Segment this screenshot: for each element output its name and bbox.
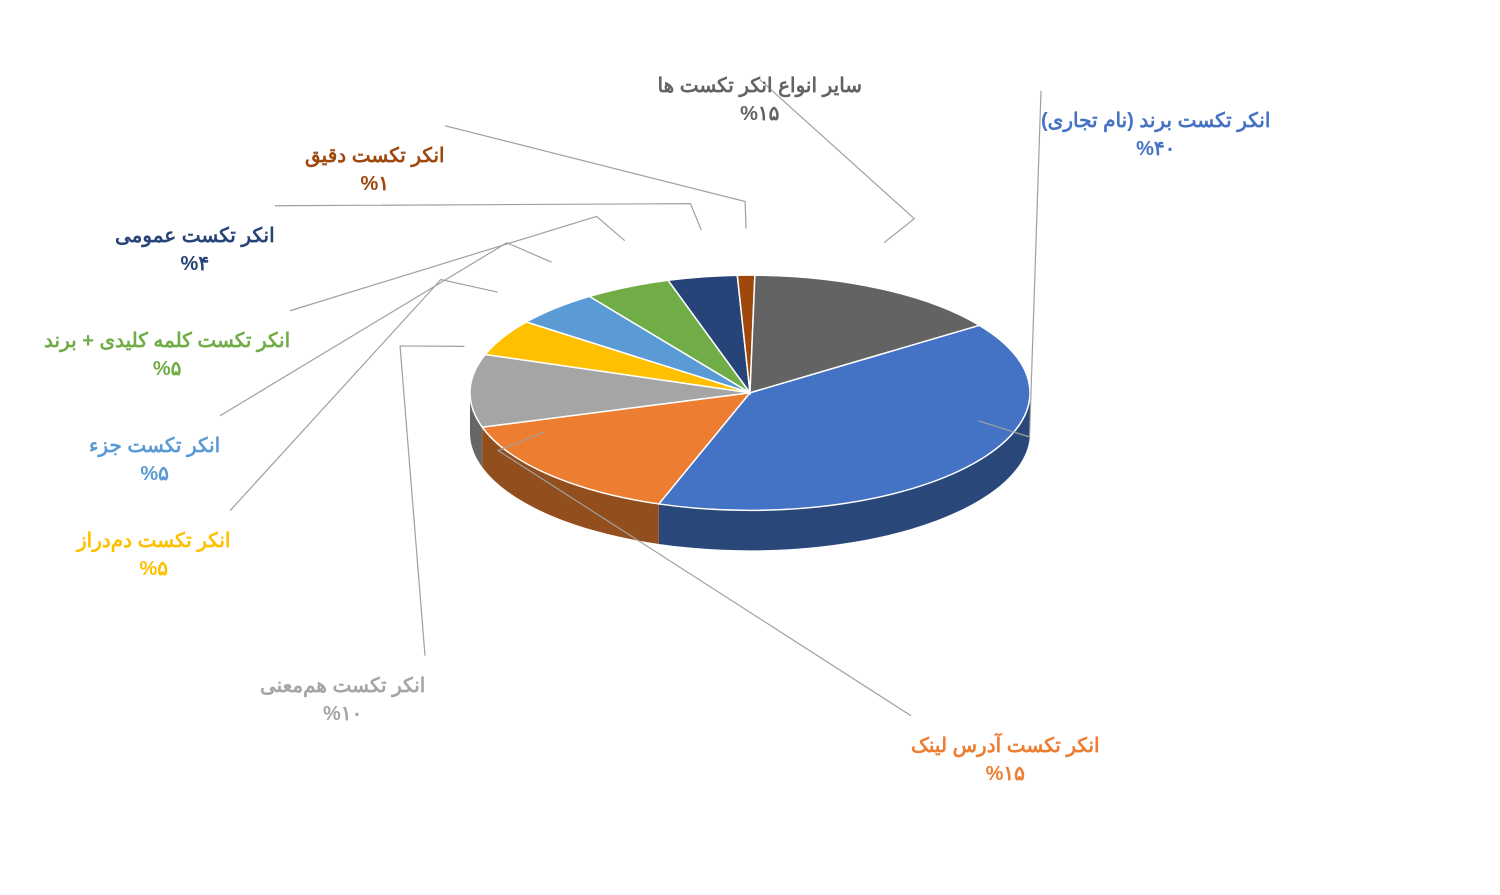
slice-label-percent: %۱۰ bbox=[260, 700, 425, 728]
slice-label: انکر تکست هم‌معنی%۱۰ bbox=[260, 672, 425, 728]
pie-chart bbox=[400, 178, 1100, 628]
slice-label: انکر تکست دم‌دراز%۵ bbox=[77, 527, 230, 583]
slice-label-text: انکر تکست جزء bbox=[89, 432, 220, 460]
slice-label: انکر تکست دقیق%۱ bbox=[305, 142, 445, 198]
slice-label-text: انکر تکست عمومی bbox=[115, 222, 275, 250]
slice-label-text: انکر تکست دقیق bbox=[305, 142, 445, 170]
slice-label: سایر انواع انکر تکست ها%۱۵ bbox=[658, 72, 863, 128]
slice-label-text: انکر تکست برند (نام تجاری) bbox=[1041, 107, 1270, 135]
slice-label-percent: %۱۵ bbox=[911, 760, 1100, 788]
slice-label-percent: %۵ bbox=[89, 460, 220, 488]
slice-label-text: انکر تکست دم‌دراز bbox=[77, 527, 230, 555]
slice-label: انکر تکست کلمه کلیدی + برند%۵ bbox=[44, 327, 290, 383]
slice-label-text: انکر تکست آدرس لینک bbox=[911, 732, 1100, 760]
slice-label-text: انکر تکست هم‌معنی bbox=[260, 672, 425, 700]
slice-label: انکر تکست عمومی%۴ bbox=[115, 222, 275, 278]
slice-label: انکر تکست برند (نام تجاری)%۴۰ bbox=[1041, 107, 1270, 163]
slice-label-text: سایر انواع انکر تکست ها bbox=[658, 72, 863, 100]
slice-label-percent: %۵ bbox=[44, 355, 290, 383]
slice-label-percent: %۴ bbox=[115, 250, 275, 278]
slice-label-percent: %۵ bbox=[77, 555, 230, 583]
slice-label: انکر تکست جزء%۵ bbox=[89, 432, 220, 488]
slice-label-percent: %۴۰ bbox=[1041, 135, 1270, 163]
slice-label: انکر تکست آدرس لینک%۱۵ bbox=[911, 732, 1100, 788]
slice-label-percent: %۱ bbox=[305, 170, 445, 198]
slice-label-percent: %۱۵ bbox=[658, 100, 863, 128]
slice-label-text: انکر تکست کلمه کلیدی + برند bbox=[44, 327, 290, 355]
